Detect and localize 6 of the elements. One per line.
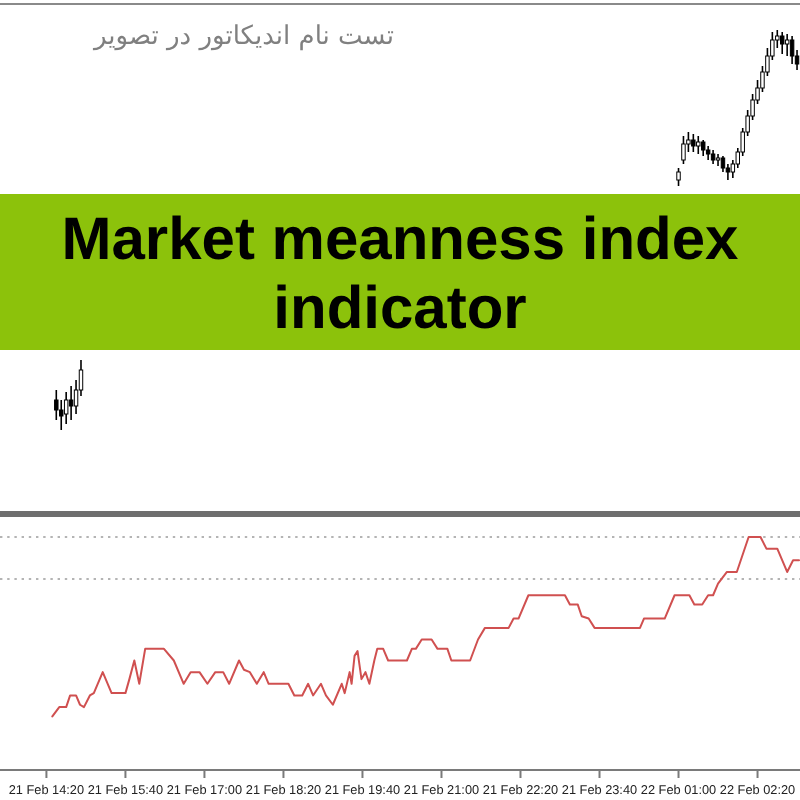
candlestick <box>779 31 785 55</box>
candlestick <box>789 35 795 65</box>
text: Market meanness index indicator <box>61 206 740 342</box>
annotation: تست نام اندیکاتور در تصویر <box>91 22 395 52</box>
candlestick <box>681 135 686 165</box>
candlestick <box>784 33 790 57</box>
